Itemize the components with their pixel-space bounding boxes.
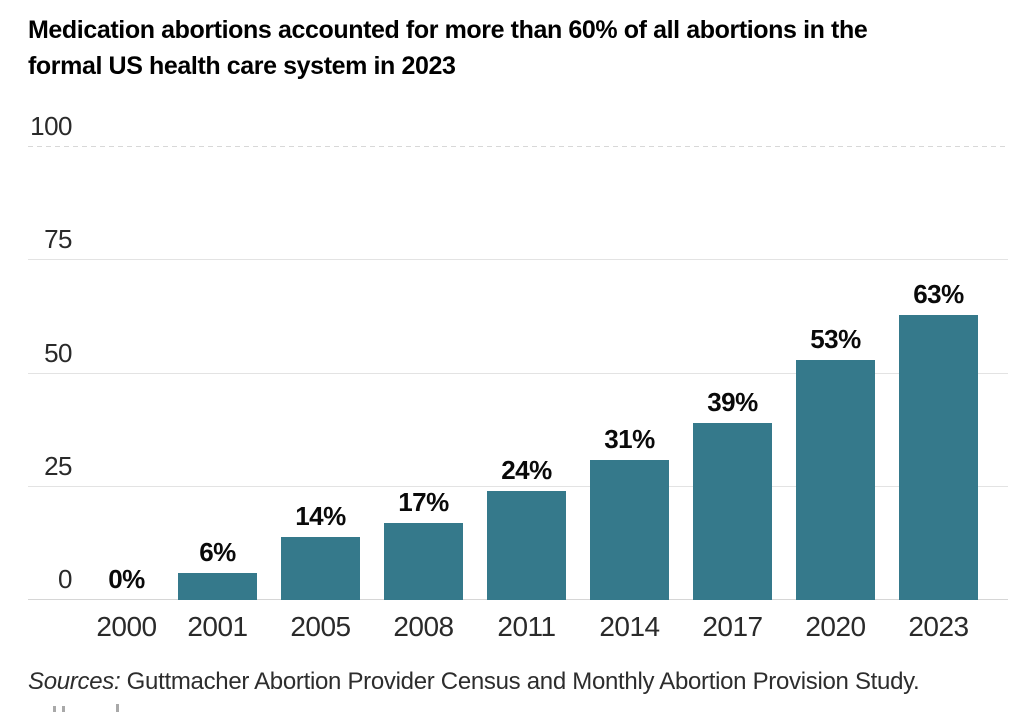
cropped-letter-mark <box>62 706 65 712</box>
cropped-letter-mark <box>116 704 119 712</box>
bar-value-label-2023: 63% <box>913 278 964 309</box>
bar-value-label-2017: 39% <box>707 387 758 418</box>
sources-note: Sources: Guttmacher Abortion Provider Ce… <box>28 668 920 696</box>
bar-value-label-2001: 6% <box>199 536 236 567</box>
x-axis-tick-label-2011: 2011 <box>497 611 556 642</box>
bar-2023 <box>899 314 978 600</box>
x-axis-tick-label-2008: 2008 <box>393 611 454 642</box>
y-axis-tick-label-25: 25 <box>44 450 72 481</box>
cropped-letter-mark <box>53 706 56 712</box>
y-axis-tick-label-75: 75 <box>44 224 72 255</box>
bar-slot-2023: 63% 2023 <box>887 147 990 641</box>
bar-value-label-2020: 53% <box>810 323 861 354</box>
y-axis-tick-label-100: 100 <box>30 111 72 141</box>
bar-slot-2011: 24% 2011 <box>475 147 578 641</box>
y-axis-tick-label-0: 0 <box>58 564 72 594</box>
bar-2014 <box>590 459 669 600</box>
bar-slot-2005: 14% 2005 <box>269 147 372 641</box>
bar-slot-2000: 0% 2000 <box>63 147 166 641</box>
bar-2008 <box>384 523 463 600</box>
bar-2001 <box>178 572 257 600</box>
bar-slot-2008: 17% 2008 <box>372 147 475 641</box>
x-axis-tick-label-2023: 2023 <box>908 611 969 642</box>
bar-slot-2014: 31% 2014 <box>578 147 681 641</box>
bar-slot-2020: 53% 2020 <box>784 147 887 641</box>
bar-slot-2001: 6% 2001 <box>166 147 269 641</box>
x-axis-tick-label-2005: 2005 <box>290 611 351 642</box>
gridline-50 <box>28 372 1008 374</box>
x-axis-tick-label-2020: 2020 <box>805 611 866 642</box>
bar-value-label-2005: 14% <box>295 500 346 531</box>
x-axis-tick-label-2001: 2001 <box>187 611 248 642</box>
chart-title: Medication abortions accounted for more … <box>28 16 868 80</box>
bar-2017 <box>693 423 772 600</box>
y-axis-tick-label-50: 50 <box>44 337 72 368</box>
bar-value-label-2008: 17% <box>398 487 449 517</box>
bar-slot-2017: 39% 2017 <box>681 147 784 641</box>
bar-value-label-2011: 24% <box>501 455 552 486</box>
bar-2005 <box>281 536 360 600</box>
x-axis-tick-label-2014: 2014 <box>599 611 660 642</box>
bar-2020 <box>796 359 875 600</box>
x-axis-tick-label-2017: 2017 <box>702 611 763 642</box>
gridline-25 <box>28 485 1008 487</box>
bars-container: 0% 2000 6% 2001 14% 2005 17% 2008 24% 2011 31% 2014… <box>63 147 990 641</box>
bar-value-label-2000: 0% <box>108 564 145 594</box>
plot-area: 0 25 50 75 100 0% 2000 6% 2001 14% 2005 17% 2008 24% 2… <box>28 113 1008 641</box>
gridline-75 <box>28 259 1008 261</box>
sources-text: Guttmacher Abortion Provider Census and … <box>120 668 920 695</box>
gridline-100 <box>28 146 1008 147</box>
sources-label: Sources: <box>28 668 121 695</box>
bar-2011 <box>487 491 566 600</box>
bar-value-label-2014: 31% <box>604 423 655 454</box>
x-axis-tick-label-2000: 2000 <box>96 611 157 642</box>
